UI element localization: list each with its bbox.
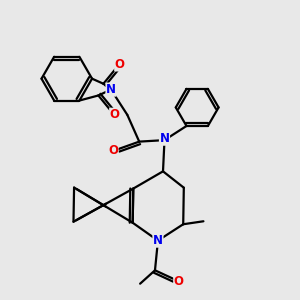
Text: N: N xyxy=(106,83,116,96)
Text: N: N xyxy=(160,132,170,145)
Text: O: O xyxy=(115,58,125,71)
Text: N: N xyxy=(153,234,163,247)
Text: O: O xyxy=(174,275,184,288)
Text: O: O xyxy=(108,144,118,157)
Text: O: O xyxy=(110,108,120,121)
